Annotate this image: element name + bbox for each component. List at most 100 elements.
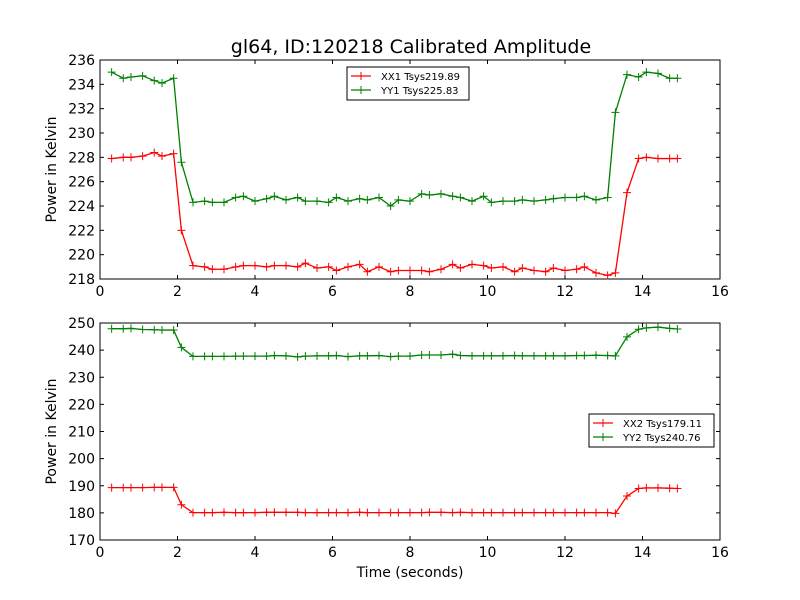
data-point (138, 483, 147, 492)
x-tick-label: 14 (634, 284, 652, 300)
series-1 (107, 148, 682, 280)
data-point (231, 352, 240, 361)
data-point (169, 483, 178, 492)
data-point (293, 508, 302, 517)
legend-label: YY2 Tsys240.76 (622, 433, 701, 444)
data-point (611, 509, 620, 518)
data-point (572, 265, 581, 274)
data-point (220, 352, 228, 361)
data-point (417, 351, 426, 360)
data-point (138, 325, 147, 334)
x-tick-label: 12 (556, 284, 574, 300)
y-tick-label: 232 (68, 102, 95, 118)
data-point (138, 152, 147, 161)
data-point (425, 191, 434, 200)
data-point (282, 195, 290, 204)
data-point (456, 193, 465, 202)
legend-label: XX1 Tsys219.89 (381, 72, 460, 83)
data-point (561, 193, 569, 202)
data-point (189, 261, 197, 270)
data-point (468, 197, 476, 206)
data-point (623, 492, 631, 501)
data-point (603, 271, 612, 280)
data-point (301, 352, 310, 361)
data-point (208, 198, 217, 207)
data-point (375, 262, 383, 271)
x-tick-label: 8 (406, 545, 415, 561)
data-point (530, 508, 538, 517)
data-point (375, 351, 383, 360)
data-point (518, 264, 527, 273)
data-point (239, 261, 248, 270)
x-tick-label: 0 (96, 545, 105, 561)
y-tick-label: 228 (68, 150, 95, 166)
data-point (541, 267, 550, 276)
data-point (301, 508, 310, 517)
data-point (355, 260, 364, 269)
x-axis-label: Time (seconds) (356, 565, 464, 581)
data-point (425, 508, 434, 517)
data-point (642, 323, 651, 332)
data-point (406, 352, 414, 361)
data-point (394, 266, 403, 275)
data-point (580, 508, 589, 517)
data-point (406, 197, 414, 206)
x-tick-label: 16 (711, 284, 729, 300)
data-point (200, 508, 209, 517)
data-point (518, 351, 527, 360)
data-point (654, 154, 662, 163)
data-point (332, 266, 341, 275)
data-point (510, 508, 519, 517)
data-point (344, 508, 352, 517)
figure-title: gl64, ID:120218 Calibrated Amplitude (231, 36, 591, 58)
data-point (437, 189, 445, 198)
y-tick-label: 226 (68, 175, 95, 191)
data-point (239, 192, 248, 201)
data-point (239, 508, 248, 517)
data-point (487, 351, 496, 360)
data-point (394, 508, 403, 517)
x-tick-label: 0 (96, 284, 105, 300)
data-point (231, 193, 240, 202)
data-point (518, 508, 527, 517)
data-point (169, 326, 178, 335)
data-point (189, 508, 197, 517)
data-point (150, 76, 159, 85)
data-point (487, 264, 496, 273)
data-point (611, 351, 620, 360)
data-point (301, 197, 310, 206)
data-point (634, 484, 643, 493)
legend-label: YY1 Tsys225.83 (380, 86, 459, 97)
data-point (127, 483, 135, 492)
data-point (479, 261, 488, 270)
x-tick-label: 2 (173, 284, 182, 300)
data-point (239, 352, 248, 361)
data-point (200, 262, 209, 271)
data-point (107, 68, 116, 77)
legend-box (588, 413, 715, 448)
data-point (487, 198, 496, 207)
data-point (355, 194, 364, 203)
data-point (220, 265, 228, 274)
data-point (592, 195, 600, 204)
y-tick-label: 222 (68, 223, 95, 239)
data-point (313, 351, 321, 360)
data-point (363, 267, 372, 276)
data-point (282, 508, 290, 517)
data-point (344, 197, 352, 206)
data-point (282, 351, 290, 360)
data-point (293, 262, 302, 271)
data-point (355, 508, 364, 517)
data-point (127, 324, 135, 333)
data-point (363, 351, 372, 360)
data-point (654, 323, 662, 332)
y-axis-label: Power in Kelvin (44, 116, 60, 222)
data-point (510, 351, 519, 360)
data-point (220, 198, 228, 207)
data-point (262, 508, 271, 517)
data-point (189, 198, 197, 207)
x-tick-label: 10 (479, 284, 497, 300)
data-point (386, 352, 395, 361)
data-point (313, 197, 321, 206)
data-point (530, 266, 538, 275)
